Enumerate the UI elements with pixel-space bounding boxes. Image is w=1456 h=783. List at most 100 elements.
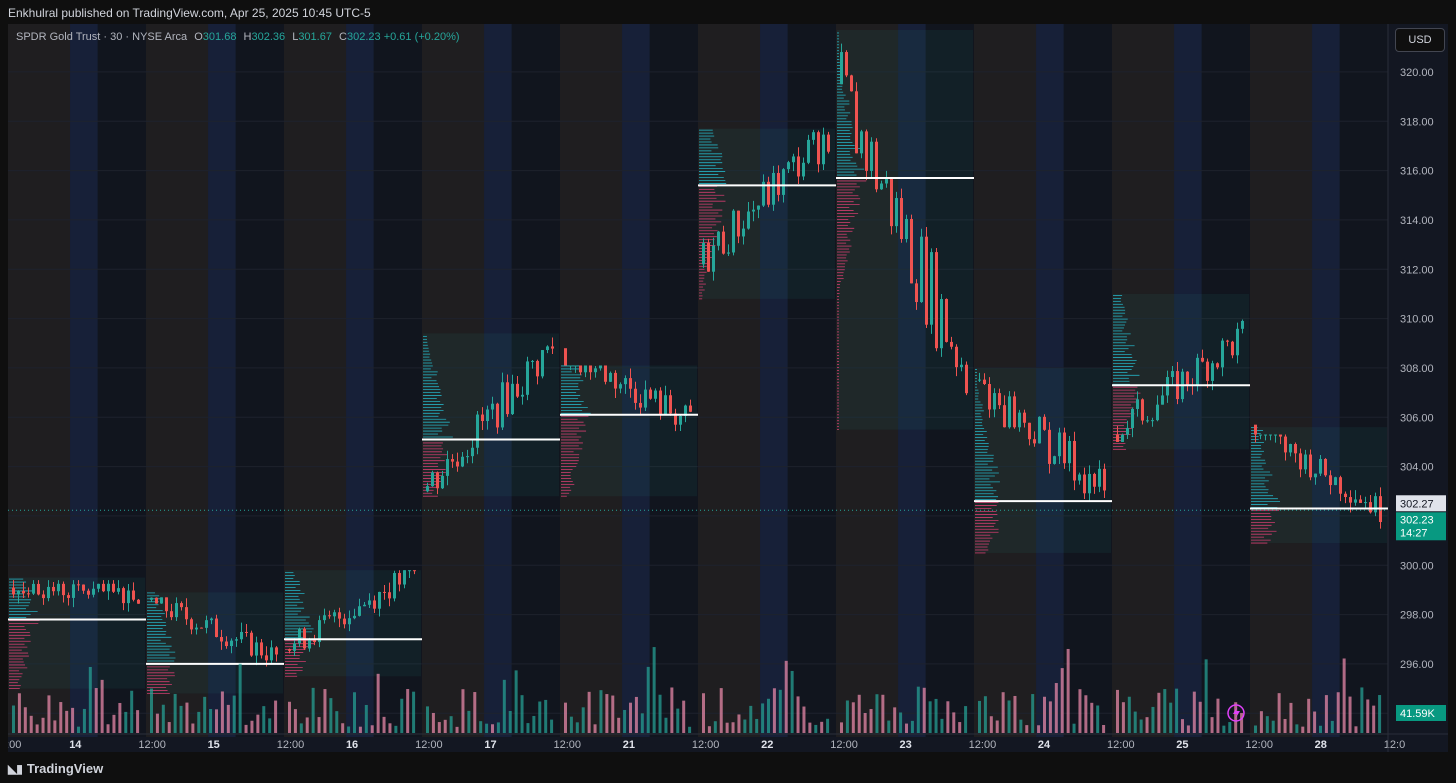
session-band-overnight xyxy=(146,24,209,737)
candle-body xyxy=(812,132,815,140)
volume-bar xyxy=(845,700,849,733)
candle-body xyxy=(393,573,396,599)
volume-bar xyxy=(623,709,627,733)
candle-body xyxy=(373,600,376,609)
session-band-overnight xyxy=(8,24,71,737)
currency-button[interactable]: USD xyxy=(1395,28,1445,52)
lightning-glyph xyxy=(1233,707,1240,719)
volume-bar xyxy=(449,716,453,733)
volume-bar xyxy=(640,713,644,733)
volume-label: 41.59K xyxy=(1400,708,1436,720)
volume-bar xyxy=(599,690,603,733)
candle-body xyxy=(1231,341,1234,356)
candle-body xyxy=(451,459,454,462)
candle-body xyxy=(1018,412,1021,428)
volume-bar xyxy=(532,715,536,733)
volume-bar xyxy=(964,706,968,733)
candle-body xyxy=(338,612,341,619)
candle-body xyxy=(747,211,750,229)
session-band-close xyxy=(235,24,284,737)
candle-body xyxy=(689,405,692,412)
candle-body xyxy=(112,583,115,592)
session-band-overnight xyxy=(698,24,761,737)
candle-body xyxy=(1264,434,1267,436)
candle-body xyxy=(225,641,228,647)
volume-bar xyxy=(1210,717,1214,733)
candle-body xyxy=(684,405,687,416)
session-band-open xyxy=(346,24,374,737)
candle-body xyxy=(732,210,735,253)
volume-bar xyxy=(899,712,903,733)
volume-bar xyxy=(1313,711,1317,733)
volume-bar xyxy=(749,705,753,733)
candle-body xyxy=(318,620,321,643)
volume-bar xyxy=(1342,658,1346,733)
volume-bar xyxy=(857,694,861,733)
volume-bar xyxy=(412,691,416,733)
volume-bar xyxy=(1116,689,1119,733)
volume-bar xyxy=(1007,700,1011,733)
volume-bar xyxy=(1025,725,1029,733)
volume-bar xyxy=(989,716,993,733)
volume-bar xyxy=(790,670,794,733)
candle-body xyxy=(885,177,888,184)
candle-body xyxy=(42,594,45,599)
volume-bar xyxy=(1228,722,1232,733)
candle-body xyxy=(205,620,208,628)
candle-body xyxy=(67,595,70,598)
volume-bar xyxy=(958,722,962,733)
current-price-label: 302.23 xyxy=(1400,514,1434,526)
candle-body xyxy=(431,472,434,487)
volume-bar xyxy=(1254,725,1257,733)
volume-bar xyxy=(802,706,806,733)
candle-body xyxy=(175,603,178,618)
volume-bar xyxy=(564,702,567,733)
volume-bar xyxy=(1151,706,1155,733)
value-area-box xyxy=(1251,427,1387,544)
volume-bar xyxy=(707,726,711,733)
session-band-overnight xyxy=(1112,24,1175,737)
x-tick-label: 14 xyxy=(69,739,82,751)
candle-body xyxy=(712,245,715,272)
candle-body xyxy=(117,588,120,592)
candle-body xyxy=(47,586,50,599)
volume-bar xyxy=(1181,719,1184,733)
candle-body xyxy=(1023,412,1026,423)
lightning-icon[interactable] xyxy=(1227,704,1245,722)
volume-bar xyxy=(35,724,39,733)
candle-body xyxy=(707,242,710,272)
volume-bar xyxy=(646,666,650,733)
candle-body xyxy=(1279,434,1282,437)
volume-bar xyxy=(485,723,489,733)
x-tick-label: 22 xyxy=(761,739,773,751)
volume-bar xyxy=(922,687,926,733)
volume-bar xyxy=(1372,705,1376,733)
candle-body xyxy=(413,570,416,572)
volume-bar xyxy=(431,712,435,733)
candle-body xyxy=(777,172,780,195)
x-tick-label: 12:00 xyxy=(969,739,997,751)
candle-body xyxy=(910,218,913,284)
last-price-label: 302.27 xyxy=(1400,498,1434,510)
tradingview-logo[interactable]: ◣▮ TradingView xyxy=(8,761,103,776)
chart-area[interactable]: 294.00296.00298.00300.00302.00304.00306.… xyxy=(8,24,1448,752)
candle-body xyxy=(594,368,597,373)
volume-bar xyxy=(1186,725,1190,733)
candle-body xyxy=(37,583,40,595)
price-chart[interactable]: 294.00296.00298.00300.00302.00304.00306.… xyxy=(8,24,1448,752)
candle-body xyxy=(353,615,356,619)
volume-bar xyxy=(364,704,368,733)
volume-bar xyxy=(940,718,944,733)
candle-body xyxy=(388,592,391,599)
volume-bar xyxy=(461,689,465,733)
volume-bar xyxy=(185,702,189,733)
candle-body xyxy=(308,638,311,649)
candle-body xyxy=(634,388,637,403)
volume-bar xyxy=(611,695,615,733)
volume-bar xyxy=(1031,694,1035,733)
candle-body xyxy=(644,389,647,408)
candle-body xyxy=(1136,399,1139,409)
candle-body xyxy=(1186,371,1189,385)
session-band-close xyxy=(1063,24,1112,737)
candle-body xyxy=(270,647,273,661)
